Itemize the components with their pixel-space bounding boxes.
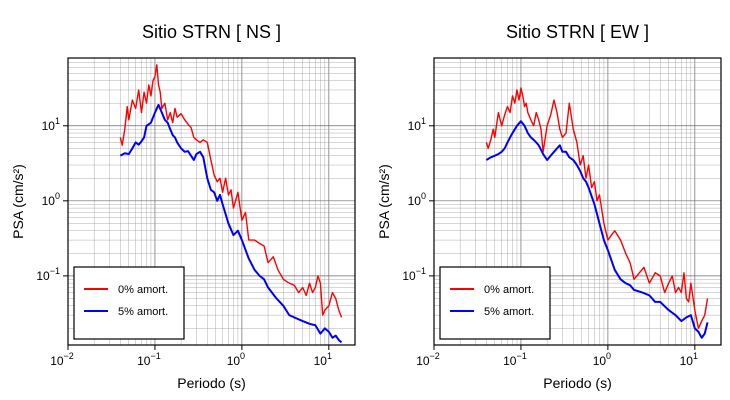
chart-panel-1: 10−2 10−1 100 101 10−1 100 101 Sitio STRN [ NS … xyxy=(10,22,356,391)
chart-title: Sitio STRN [ NS ] xyxy=(142,22,281,42)
y-tick-label: 101 xyxy=(408,116,426,133)
series-line-damping-0 xyxy=(485,87,709,330)
legend: 0% amort. 5% amort. xyxy=(73,266,185,340)
y-tick-label: 10−1 xyxy=(36,266,60,283)
y-tick-label: 100 xyxy=(42,191,60,208)
x-tick-label: 10−2 xyxy=(50,351,74,368)
x-tick-label: 101 xyxy=(314,351,332,368)
legend-label: 5% amort. xyxy=(484,306,534,318)
legend-label: 0% amort. xyxy=(118,284,168,296)
series-line-damping-5 xyxy=(119,103,343,344)
y-tick-label: 100 xyxy=(408,191,426,208)
chart-panel-2: 10−2 10−1 100 101 10−1 100 101 Sitio STRN [ EW … xyxy=(376,22,722,391)
chart-title: Sitio STRN [ EW ] xyxy=(506,22,649,42)
x-axis-label: Periodo (s) xyxy=(543,375,611,391)
legend-box xyxy=(439,266,551,340)
plot-frame xyxy=(433,57,722,346)
x-tick-label: 101 xyxy=(680,351,698,368)
y-tick-label: 101 xyxy=(42,116,60,133)
x-tick-label: 10−1 xyxy=(503,351,527,368)
legend-label: 0% amort. xyxy=(484,284,534,296)
y-tick-label: 10−1 xyxy=(402,266,426,283)
x-tick-label: 100 xyxy=(593,351,611,368)
legend-label: 5% amort. xyxy=(118,306,168,318)
x-axis-label: Periodo (s) xyxy=(177,375,245,391)
legend: 0% amort. 5% amort. xyxy=(439,266,551,340)
series-line-damping-0 xyxy=(119,64,343,318)
x-tick-label: 10−2 xyxy=(416,351,440,368)
x-tick-label: 100 xyxy=(227,351,245,368)
legend-box xyxy=(73,266,185,340)
plot-frame xyxy=(67,57,356,346)
series-line-damping-5 xyxy=(485,120,709,339)
y-axis-label: PSA (cm/s²) xyxy=(376,164,392,239)
y-axis-label: PSA (cm/s²) xyxy=(10,164,26,239)
x-tick-label: 10−1 xyxy=(137,351,161,368)
